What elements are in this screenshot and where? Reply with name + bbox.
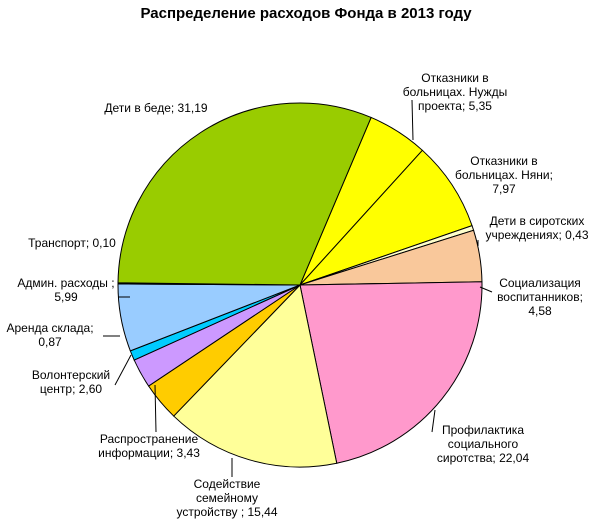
slice-label: Дети в беде; 31,19	[104, 101, 207, 115]
pie-slice	[299, 281, 483, 464]
slice-label: Транспорт; 0,10	[28, 236, 116, 250]
pie-slices	[117, 102, 483, 468]
slice-label: Волонтерский центр; 2,60	[32, 368, 110, 396]
slice-label: Отказники в больницах. Няни; 7,97	[455, 154, 553, 196]
leader-line	[431, 409, 436, 433]
slice-label: Дети в сиротских учреждениях; 0,43	[485, 214, 588, 242]
slice-labels: Отказники в больницах. Нужды проекта; 5,35…	[6, 71, 588, 519]
leader-line	[154, 384, 157, 433]
slice-label: Содействие семейному устройству ; 15,44	[176, 477, 277, 519]
slice-label: Распространение информации; 3,43	[98, 432, 200, 460]
chart-title: Распределение расходов Фонда в 2013 году	[140, 5, 472, 22]
leader-line	[114, 354, 132, 386]
slice-label: Отказники в больницах. Нужды проекта; 5,35	[403, 71, 508, 113]
slice-label: Профилактика социального сиротства; 22,04	[437, 423, 530, 465]
leader-line	[479, 286, 493, 293]
pie-slice	[117, 102, 372, 286]
slice-label: Социализация воспитанников; 4,58	[497, 276, 583, 318]
slice-label: Админ. расходы ; 5,99	[17, 276, 114, 304]
pie-slice	[173, 283, 338, 468]
leader-line	[411, 99, 414, 141]
leader-lines	[103, 99, 493, 477]
slice-label: Аренда склада; 0,87	[6, 321, 93, 349]
pie-slice	[299, 149, 473, 286]
